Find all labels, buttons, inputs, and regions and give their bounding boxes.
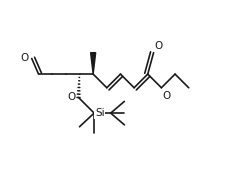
Text: O: O bbox=[67, 92, 76, 103]
Text: O: O bbox=[162, 91, 171, 101]
Text: Si: Si bbox=[95, 108, 105, 118]
Text: O: O bbox=[20, 52, 28, 63]
Polygon shape bbox=[91, 53, 96, 74]
Text: O: O bbox=[155, 41, 163, 51]
